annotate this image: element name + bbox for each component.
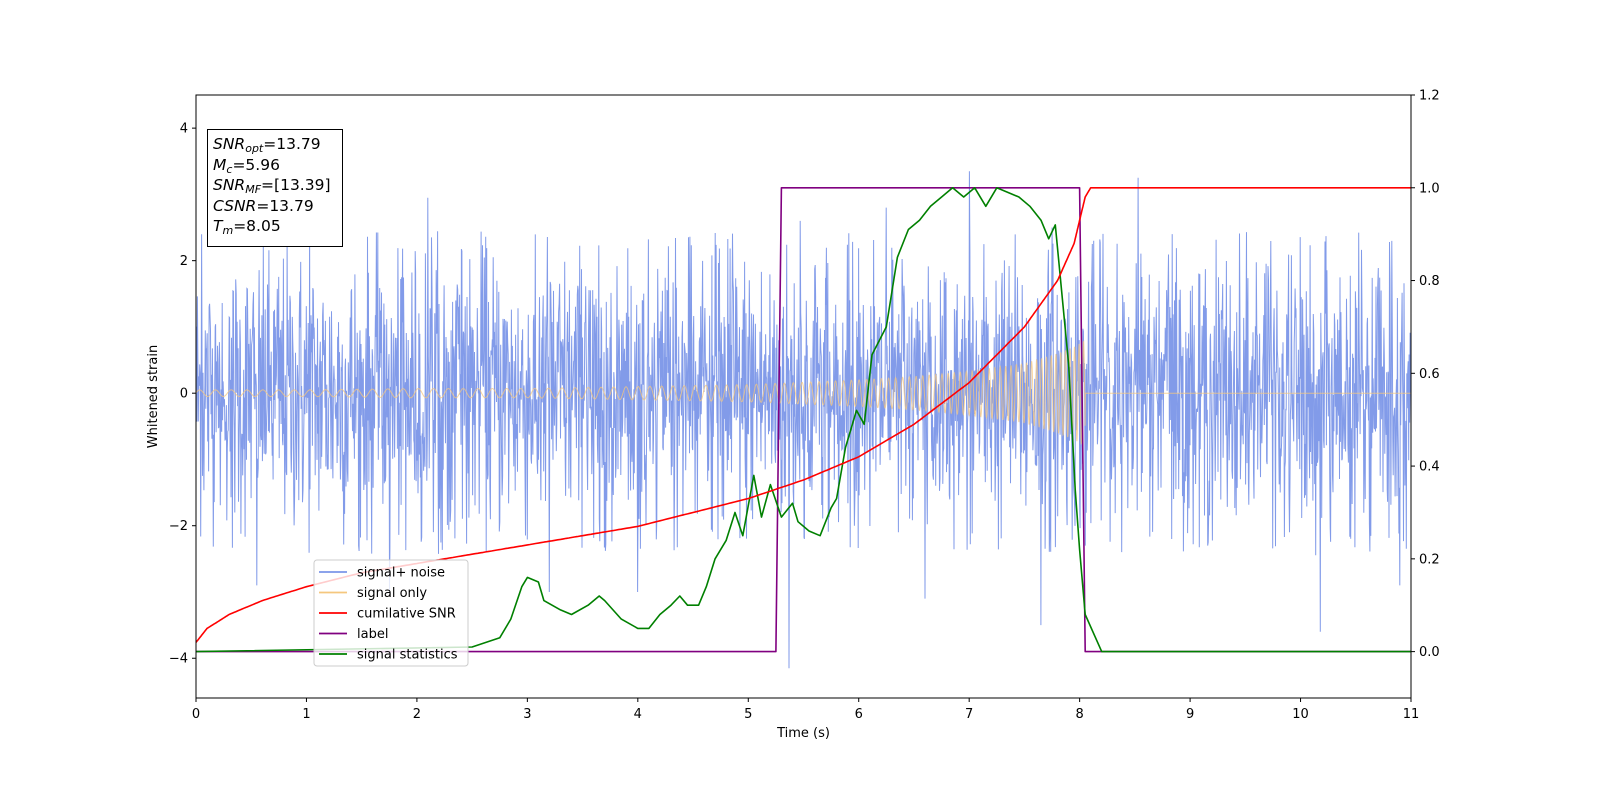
legend-frame <box>313 559 469 667</box>
axes: 0 1 2 3 4 5 6 7 8 9 10 11 −4 −2 0 2 4 0.0 0.2 0.4 0.6 0.8 1.0 1… <box>169 89 1440 723</box>
y2-tick-label: 0.6 <box>1419 367 1440 382</box>
y-tick-label: 2 <box>180 254 188 269</box>
x-tick-label: 7 <box>965 707 973 722</box>
y-tick-label: −4 <box>169 652 188 667</box>
x-tick-label: 6 <box>855 707 863 722</box>
cumulative-snr-line <box>195 187 1411 643</box>
signal-only-line <box>195 340 1411 446</box>
y2-tick-label: 0.4 <box>1419 460 1440 475</box>
x-tick-label: 5 <box>744 707 752 722</box>
legend-label: cumilative SNR <box>357 607 456 622</box>
x-tick-label: 4 <box>634 707 642 722</box>
signal-noise-line <box>195 171 1412 669</box>
x-tick-label: 1 <box>302 707 310 722</box>
legend-label: signal only <box>357 586 427 601</box>
x-tick-label: 3 <box>523 707 531 722</box>
legend-label: signal+ noise <box>357 566 445 581</box>
y2-tick-label: 0.0 <box>1419 645 1440 660</box>
x-tick-label: 11 <box>1403 707 1420 722</box>
mc-line: Mc=5.96 <box>213 155 280 176</box>
series-lines <box>195 187 1411 653</box>
x-tick-label: 8 <box>1075 707 1083 722</box>
legend-label: signal statistics <box>357 648 458 663</box>
y-tick-label: 0 <box>180 387 188 402</box>
x-axis-label: Time (s) <box>776 726 830 741</box>
x-tick-label: 0 <box>192 707 200 722</box>
plot-frame <box>195 94 1412 699</box>
y2-tick-label: 0.2 <box>1419 552 1440 567</box>
series-signal-noise <box>195 171 1412 669</box>
x-tick-label: 10 <box>1292 707 1309 722</box>
csnr-line: CSNR=13.79 <box>213 196 314 215</box>
series-signal-only <box>195 340 1411 446</box>
signal-statistics-line <box>195 187 1411 653</box>
snr-opt-line: SNRopt=13.79 <box>213 135 321 155</box>
metrics-annotation: SNRopt=13.79 Mc=5.96 SNRMF=[13.39] CSNR=… <box>207 129 343 247</box>
y-axis-label: Whitened strain <box>146 345 161 448</box>
y2-tick-label: 1.0 <box>1419 181 1440 196</box>
y-tick-label: 4 <box>180 122 188 137</box>
x-tick-label: 2 <box>413 707 421 722</box>
y2-tick-label: 0.8 <box>1419 274 1440 289</box>
tm-line: Tm=8.05 <box>213 217 281 237</box>
x-tick-label: 9 <box>1186 707 1194 722</box>
y2-tick-label: 1.2 <box>1419 89 1440 104</box>
y-tick-label: −2 <box>169 519 188 534</box>
legend: signal+ noise signal only cumilative SNR la… <box>313 559 469 667</box>
legend-label: label <box>357 627 388 642</box>
snr-mf-line: SNRMF=[13.39] <box>213 176 331 196</box>
